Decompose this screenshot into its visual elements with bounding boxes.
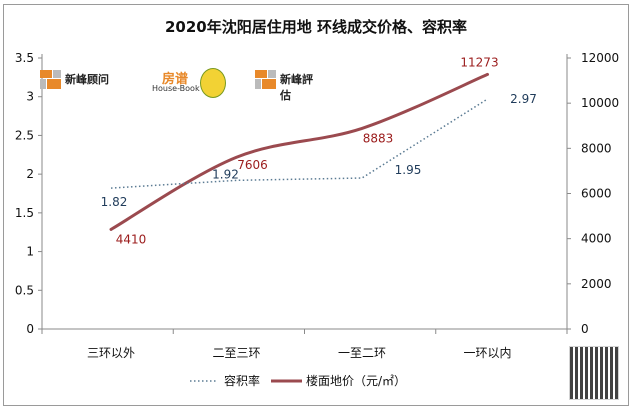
left-axis-tick-label: 1 <box>26 245 34 259</box>
ratio-series-line <box>110 98 488 189</box>
logo-text: House-Book <box>152 84 200 93</box>
bee-mascot-icon <box>200 68 226 98</box>
house-book-logo: 房谱 House-Book <box>150 66 226 106</box>
right-axis-tick-label: 2000 <box>581 277 612 291</box>
logo-strip: 新峰顾问 房谱 House-Book 新峰評估 <box>38 66 313 106</box>
left-axis-tick-label: 2 <box>26 167 34 181</box>
x-axis-category-label: 一环以内 <box>463 346 511 360</box>
logo-text: 新峰顾问 <box>65 73 109 86</box>
right-axis-tick-label: 8000 <box>581 141 612 155</box>
left-axis-tick-label: 1.5 <box>15 206 34 220</box>
right-axis-tick-label: 6000 <box>581 187 612 201</box>
left-axis-tick-label: 0 <box>26 322 34 336</box>
price-data-label: 7606 <box>237 158 268 172</box>
price-series-line <box>109 72 489 231</box>
left-axis-tick-label: 3.5 <box>15 51 34 65</box>
right-axis-tick-label: 0 <box>581 322 589 336</box>
price-data-label: 4410 <box>116 232 147 246</box>
ratio-data-label: 2.97 <box>510 92 537 106</box>
left-axis-tick-label: 2.5 <box>15 128 34 142</box>
fresh-peak-appraisal-logo: 新峰評估 <box>253 66 313 106</box>
x-axis-category-label: 二至三环 <box>212 346 260 360</box>
left-axis-tick-label: 0.5 <box>15 283 34 297</box>
qr-code-icon <box>569 346 619 400</box>
chart-title: 2020年沈阳居住用地 环线成交价格、容积率 <box>165 18 467 36</box>
legend-ratio-label: 容积率 <box>224 373 260 388</box>
ratio-data-label: 1.82 <box>101 195 128 209</box>
x-axis-category-label: 三环以外 <box>87 346 135 360</box>
logo-text: 新峰評估 <box>280 73 313 102</box>
price-data-label: 11273 <box>460 55 498 69</box>
ratio-data-label: 1.95 <box>395 163 422 177</box>
legend-price-label: 楼面地价（元/㎡） <box>306 373 406 388</box>
chart-frame <box>3 4 629 406</box>
right-axis-tick-label: 10000 <box>581 96 619 110</box>
fresh-peak-consultancy-logo: 新峰顾问 <box>38 66 133 106</box>
left-axis-tick-label: 3 <box>26 90 34 104</box>
ratio-data-label: 1.92 <box>212 167 239 181</box>
right-axis-tick-label: 12000 <box>581 51 619 65</box>
price-data-label: 8883 <box>363 131 394 145</box>
right-axis-tick-label: 4000 <box>581 232 612 246</box>
logo-text: 房谱 <box>162 72 189 87</box>
x-axis-category-label: 一至二环 <box>338 346 386 360</box>
